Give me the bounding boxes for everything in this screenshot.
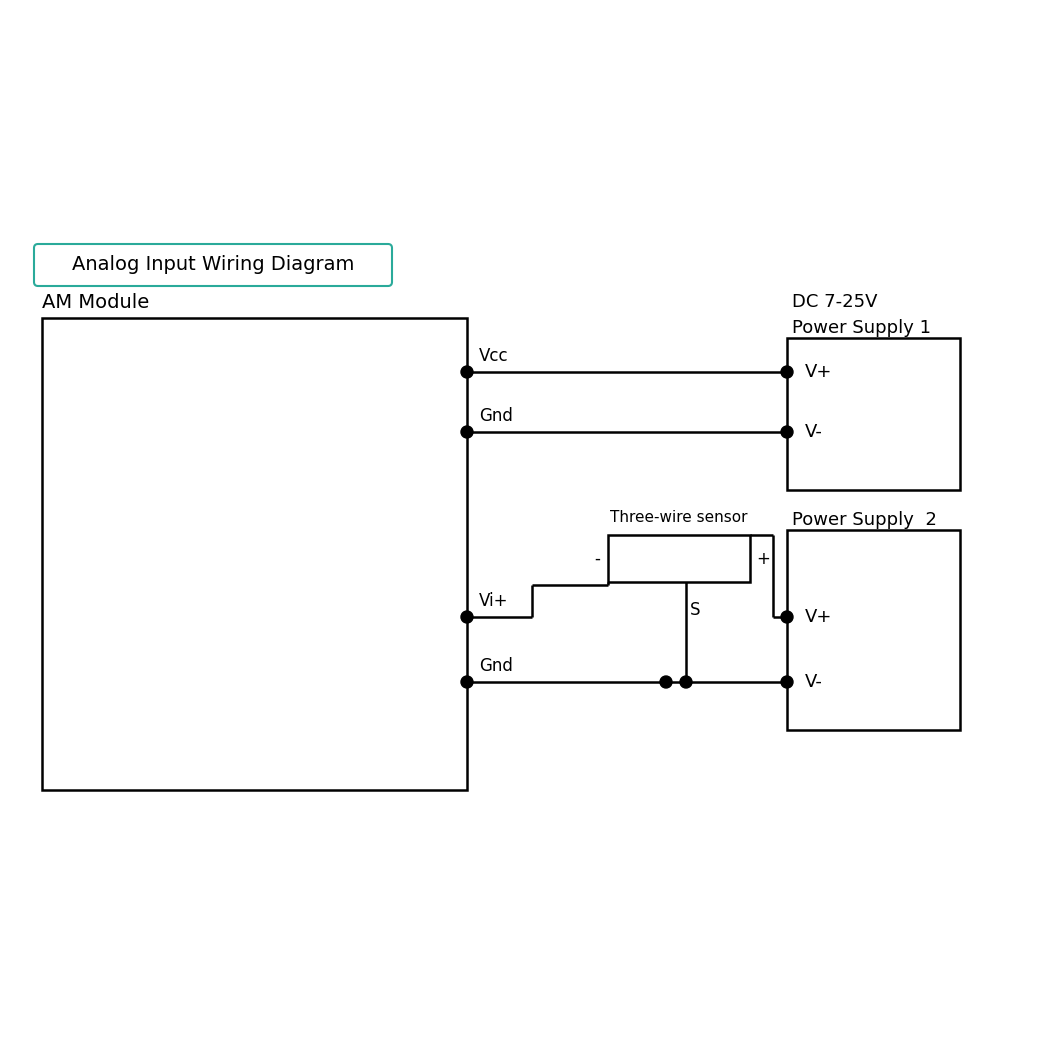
Text: S: S	[690, 601, 700, 619]
Text: -: -	[594, 549, 600, 567]
Bar	[788, 338, 960, 490]
Circle shape	[461, 366, 472, 378]
Text: V+: V+	[805, 608, 833, 626]
Text: Gnd: Gnd	[479, 657, 512, 675]
Circle shape	[781, 426, 793, 438]
Text: Gnd: Gnd	[479, 407, 512, 425]
Bar	[788, 530, 960, 730]
Text: Vcc: Vcc	[479, 346, 508, 365]
Bar	[608, 536, 750, 582]
Circle shape	[781, 676, 793, 688]
Text: Power Supply  2: Power Supply 2	[792, 511, 937, 529]
Circle shape	[660, 676, 672, 688]
Text: Analog Input Wiring Diagram: Analog Input Wiring Diagram	[71, 255, 354, 274]
Circle shape	[781, 366, 793, 378]
Circle shape	[781, 611, 793, 623]
Circle shape	[680, 676, 692, 688]
Circle shape	[461, 611, 472, 623]
Text: +: +	[756, 549, 770, 567]
Bar	[42, 318, 467, 790]
Text: V-: V-	[805, 673, 823, 691]
Text: Three-wire sensor: Three-wire sensor	[610, 510, 748, 525]
Circle shape	[461, 426, 472, 438]
Text: DC 7-25V: DC 7-25V	[792, 293, 878, 311]
Text: V-: V-	[805, 423, 823, 441]
Circle shape	[461, 676, 472, 688]
Text: AM Module: AM Module	[42, 293, 149, 312]
Text: Vi+: Vi+	[479, 592, 508, 610]
Text: V+: V+	[805, 363, 833, 381]
Text: Power Supply 1: Power Supply 1	[792, 319, 931, 337]
